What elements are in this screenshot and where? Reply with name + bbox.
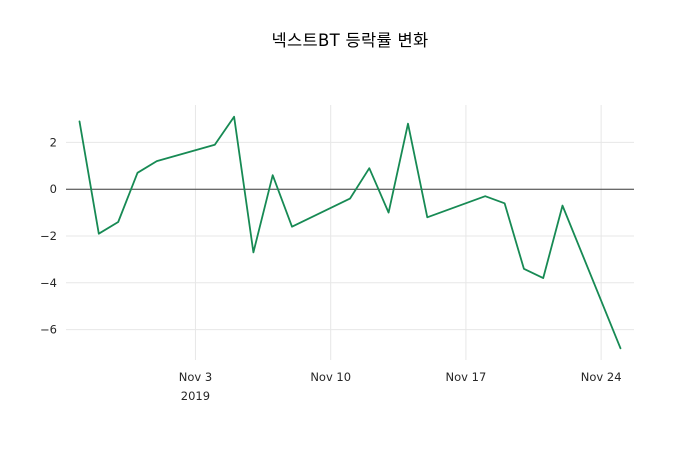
x-tick-label: Nov 17 <box>446 370 487 384</box>
x-tick-year-label: 2019 <box>181 389 210 403</box>
y-tick-label: 0 <box>50 182 57 196</box>
x-tick-label: Nov 10 <box>310 370 351 384</box>
y-tick-label: −6 <box>40 323 57 337</box>
x-tick-label: Nov 24 <box>581 370 622 384</box>
y-tick-label: −4 <box>40 276 57 290</box>
x-tick-label: Nov 3 <box>179 370 212 384</box>
series-line <box>78 115 622 350</box>
chart-title: 넥스트BT 등락률 변화 <box>271 31 429 50</box>
y-tick-label: 2 <box>50 135 57 149</box>
y-tick-label: −2 <box>40 229 57 243</box>
